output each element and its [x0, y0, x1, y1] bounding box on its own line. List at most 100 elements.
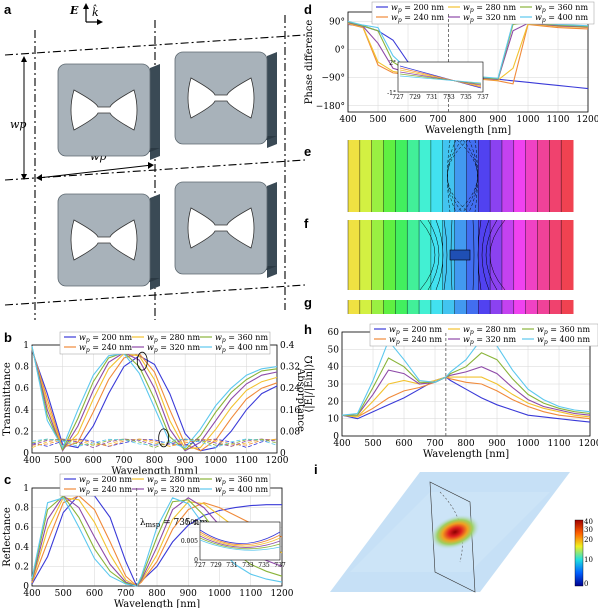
series-line [31, 495, 283, 587]
legend-label: wp = 400 nm [215, 343, 268, 354]
panel-label-f: f [304, 216, 309, 231]
y-tick-label: 0° [335, 46, 345, 56]
phase-band [490, 140, 503, 212]
panel-i: i 40 30 20 10 [300, 462, 598, 608]
inset-line [399, 75, 482, 84]
series-line [341, 338, 591, 416]
phase-band [348, 220, 361, 290]
y-tick-label: 0 [333, 432, 339, 442]
x-axis-label: Wavelength [nm] [111, 466, 197, 475]
panel-label-e: e [304, 144, 312, 159]
antenna-block [57, 193, 160, 290]
x-axis-label: Wavelength [nm] [423, 449, 509, 460]
x-tick-label: 700 [117, 589, 134, 599]
cbar-tick: 0 [584, 580, 588, 588]
bowtie-aperture [70, 89, 138, 131]
x-tick-label: 600 [395, 439, 412, 449]
legend: wp = 200 nm wp = 280 nm wp = 360 nm wp = 24… [59, 331, 271, 355]
phase-band [466, 140, 479, 212]
phase-band [513, 140, 527, 212]
legend-label: wp = 400 nm [535, 13, 588, 24]
y-tick-label: 50 [328, 345, 340, 355]
inset-x-tick: 733 [242, 562, 254, 569]
inset-line [399, 67, 482, 88]
panel-c: c 400 500 600 700 800 900 1000 1100 1200 0 0.2 0.4 0… [0, 472, 305, 610]
antenna-blocks [57, 51, 277, 290]
y2-tick-label: 0.08 [280, 427, 300, 437]
series-line [31, 347, 278, 452]
bowtie-aperture [187, 207, 255, 249]
phase-band [537, 300, 550, 314]
phase-band [561, 300, 574, 314]
legend-label: wp = 320 nm [463, 13, 516, 24]
series-line [31, 348, 278, 451]
phase-band [442, 300, 456, 314]
legend-label: wp = 280 nm [147, 333, 200, 344]
legend-label: wp = 200 nm [391, 3, 444, 14]
x-tick-label: 500 [369, 115, 386, 125]
inset-y-tick: 2° [389, 60, 396, 67]
inset-x-tick: 735 [460, 94, 472, 101]
msp-annotation: λmsp = 735 nm [140, 518, 209, 529]
phase-difference-chart: 400 500 600 700 800 900 1000 1100 1200 −180° −90° 0… [304, 1, 598, 136]
inset-x-tick: 729 [409, 94, 421, 101]
legend-label: wp = 320 nm [147, 343, 200, 354]
legend-label: wp = 200 nm [389, 325, 442, 336]
x-tick-label: 1200 [579, 439, 598, 449]
y-tick-label: 30 [328, 380, 340, 390]
inset-line [399, 73, 482, 85]
x-tick-label: 900 [180, 589, 197, 599]
inset-line [399, 65, 482, 89]
phase-band [407, 140, 420, 212]
x-tick-label: 400 [23, 456, 40, 466]
absorptance-line [31, 438, 278, 449]
phase-band [478, 140, 491, 212]
inset-line [199, 537, 281, 550]
phase-band [454, 140, 467, 212]
panel-b: b 400 500 600 700 800 900 1000 1100 1200 0 0.2 0.4 0… [0, 330, 306, 477]
phase-band [383, 300, 396, 314]
x-tick-label: 1000 [204, 456, 227, 466]
x-tick-label: 500 [364, 439, 381, 449]
series-line [341, 376, 591, 420]
inset-y-tick: -1° [387, 90, 396, 97]
inset-x-tick: 731 [226, 562, 237, 569]
panel-label-h: h [304, 322, 312, 337]
y-tick-label: 0.8 [15, 363, 30, 373]
inset-y-tick: 0 [194, 557, 198, 564]
panel-label-c: c [4, 472, 12, 487]
y-tick-label: 0.8 [15, 504, 30, 514]
phase-band [383, 220, 396, 290]
y-tick-label: 40 [328, 363, 340, 373]
cbar-tick: 40 [584, 518, 593, 526]
phase-map-e [347, 139, 574, 213]
antenna-gap [449, 249, 471, 261]
y-tick-label: 0.6 [15, 523, 30, 533]
phase-band [430, 300, 444, 314]
y2-tick-label: 0.32 [280, 363, 300, 373]
phase-band [419, 300, 432, 314]
legend-label: wp = 280 nm [463, 325, 516, 336]
phase-band [525, 220, 538, 290]
y-tick-label: 0.4 [15, 543, 30, 553]
absorptance-line [31, 438, 278, 448]
phase-band [407, 220, 420, 290]
phase-band [561, 140, 574, 212]
phase-band [537, 140, 550, 212]
x-tick-label: 1000 [517, 439, 540, 449]
phase-band [395, 140, 408, 212]
phase-field-maps [347, 139, 574, 314]
phase-band [359, 220, 373, 290]
legend-label: wp = 320 nm [147, 485, 200, 496]
series-line [342, 352, 591, 416]
phase-band [348, 300, 361, 314]
x-tick-label: 400 [23, 589, 40, 599]
x-tick-label: 1000 [517, 115, 540, 125]
transmittance-chart: 400 500 600 700 800 900 1000 1100 120000.20.40.6… [2, 331, 306, 477]
x-tick-label: 600 [86, 589, 103, 599]
inset-line [399, 71, 482, 86]
k-label: k̂ [92, 5, 99, 19]
x-tick-label: 1100 [235, 456, 258, 466]
panel-efg: e f g [300, 139, 598, 322]
phase-band [359, 140, 373, 212]
